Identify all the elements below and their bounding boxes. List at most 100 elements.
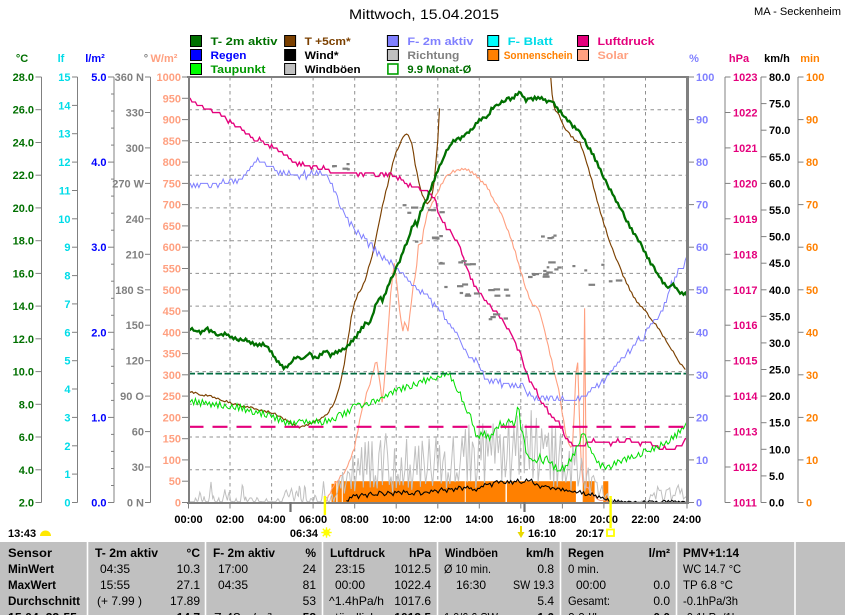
svg-text:10:00: 10:00: [382, 514, 410, 526]
svg-text:Regen: Regen: [568, 546, 604, 560]
svg-text:1021: 1021: [733, 143, 757, 155]
svg-text:1019: 1019: [733, 214, 757, 226]
svg-text:50: 50: [696, 285, 708, 297]
svg-text:7.43 g/m³: 7.43 g/m³: [214, 610, 272, 615]
svg-text:l/m²: l/m²: [85, 53, 105, 65]
svg-text:4.0: 4.0: [19, 465, 34, 477]
svg-text:02:00: 02:00: [216, 514, 244, 526]
svg-text:W/m²: W/m²: [151, 53, 178, 65]
svg-text:Sensor: Sensor: [8, 546, 52, 560]
svg-text:90: 90: [806, 115, 818, 127]
svg-text:1017.6: 1017.6: [394, 594, 431, 608]
svg-text:53: 53: [303, 594, 317, 608]
svg-text:0.0: 0.0: [91, 498, 106, 510]
svg-text:T- 2m aktiv: T- 2m aktiv: [211, 36, 278, 48]
svg-text:1022: 1022: [733, 108, 757, 120]
svg-text:(+ 7.99 ): (+ 7.99 ): [97, 594, 142, 608]
svg-text:14.0: 14.0: [13, 301, 34, 313]
svg-text:28.0: 28.0: [13, 72, 34, 84]
svg-text:20.0: 20.0: [769, 391, 790, 403]
svg-text:22:00: 22:00: [631, 514, 659, 526]
svg-text:100: 100: [163, 455, 181, 467]
svg-text:58: 58: [303, 610, 317, 615]
svg-text:2.0: 2.0: [19, 498, 34, 510]
svg-text:°: °: [144, 53, 148, 65]
svg-text:3: 3: [64, 412, 70, 424]
svg-text:1017: 1017: [733, 285, 757, 297]
svg-text:30: 30: [806, 370, 818, 382]
svg-text:24:00: 24:00: [673, 514, 701, 526]
svg-text:Windböen: Windböen: [445, 546, 498, 560]
svg-text:0.0: 0.0: [653, 594, 670, 608]
svg-text:300: 300: [126, 143, 144, 155]
svg-text:10.3: 10.3: [177, 562, 201, 576]
svg-text:40: 40: [806, 327, 818, 339]
svg-text:60: 60: [806, 242, 818, 254]
svg-text:SW 19.3: SW 19.3: [513, 578, 554, 592]
svg-text:00:00: 00:00: [576, 578, 606, 592]
svg-text:00:00: 00:00: [335, 578, 365, 592]
svg-text:3.0: 3.0: [91, 242, 106, 254]
svg-text:1011: 1011: [733, 498, 757, 510]
svg-text:15:55: 15:55: [100, 578, 130, 592]
svg-text:180 S: 180 S: [115, 285, 144, 297]
svg-text:Luftdruck: Luftdruck: [330, 546, 385, 560]
svg-text:90 O: 90 O: [120, 391, 144, 403]
svg-text:1022.4: 1022.4: [394, 578, 431, 592]
svg-text:10: 10: [58, 214, 70, 226]
svg-text:0: 0: [64, 498, 70, 510]
svg-text:min: min: [800, 53, 820, 65]
svg-text:4.0: 4.0: [91, 157, 106, 169]
svg-text:330: 330: [126, 108, 144, 120]
svg-text:1020: 1020: [733, 178, 757, 190]
svg-text:12:00: 12:00: [424, 514, 452, 526]
svg-text:100: 100: [806, 72, 824, 84]
svg-text:50.0: 50.0: [769, 232, 790, 244]
svg-text:16:30: 16:30: [456, 578, 486, 592]
svg-text:0 min.: 0 min.: [568, 562, 599, 576]
svg-text:10: 10: [806, 455, 818, 467]
svg-text:24: 24: [303, 562, 317, 576]
svg-text:PMV+1:14: PMV+1:14: [683, 546, 739, 560]
svg-text:20: 20: [806, 412, 818, 424]
svg-text:T +5cm*: T +5cm*: [305, 36, 352, 48]
svg-text:9: 9: [64, 242, 70, 254]
svg-text:WC 14.7 °C: WC 14.7 °C: [683, 562, 741, 576]
svg-text:km/h: km/h: [526, 546, 554, 560]
svg-text:1012.5: 1012.5: [394, 562, 431, 576]
svg-text:400: 400: [163, 327, 181, 339]
svg-text:10.0: 10.0: [13, 367, 34, 379]
svg-text:Regen: Regen: [211, 50, 247, 62]
svg-text:950: 950: [163, 93, 181, 105]
svg-text:5: 5: [64, 356, 70, 368]
svg-text:0.0: 0.0: [769, 498, 784, 510]
svg-text:l/m²: l/m²: [649, 546, 670, 560]
svg-text:55.0: 55.0: [769, 205, 790, 217]
svg-text:120: 120: [126, 356, 144, 368]
svg-text:100: 100: [696, 72, 714, 84]
svg-text:1.0: 1.0: [91, 412, 106, 424]
svg-text:30.0: 30.0: [769, 338, 790, 350]
svg-text:15.0: 15.0: [769, 418, 790, 430]
svg-text:1013: 1013: [733, 427, 757, 439]
svg-text:600: 600: [163, 242, 181, 254]
svg-text:km/h: km/h: [764, 53, 790, 65]
svg-text:lf: lf: [58, 53, 65, 65]
svg-text:1013.5: 1013.5: [394, 610, 431, 615]
svg-text:20:17: 20:17: [576, 528, 604, 540]
svg-text:1.6: 1.6: [537, 610, 554, 615]
svg-text:80.0: 80.0: [769, 72, 790, 84]
svg-text:90: 90: [696, 115, 708, 127]
svg-text:1000: 1000: [157, 72, 181, 84]
svg-text:Wind*: Wind*: [305, 50, 340, 62]
svg-text:°C: °C: [187, 546, 201, 560]
svg-text:30: 30: [696, 370, 708, 382]
svg-text:00:00: 00:00: [174, 514, 202, 526]
svg-text:16:00: 16:00: [507, 514, 535, 526]
svg-text:8.0: 8.0: [19, 399, 34, 411]
svg-text:2.0: 2.0: [91, 327, 106, 339]
svg-text:stündlich: stündlich: [329, 610, 377, 615]
svg-text:10: 10: [696, 455, 708, 467]
svg-text:50: 50: [806, 285, 818, 297]
svg-text:F- 2m aktiv: F- 2m aktiv: [407, 36, 473, 48]
